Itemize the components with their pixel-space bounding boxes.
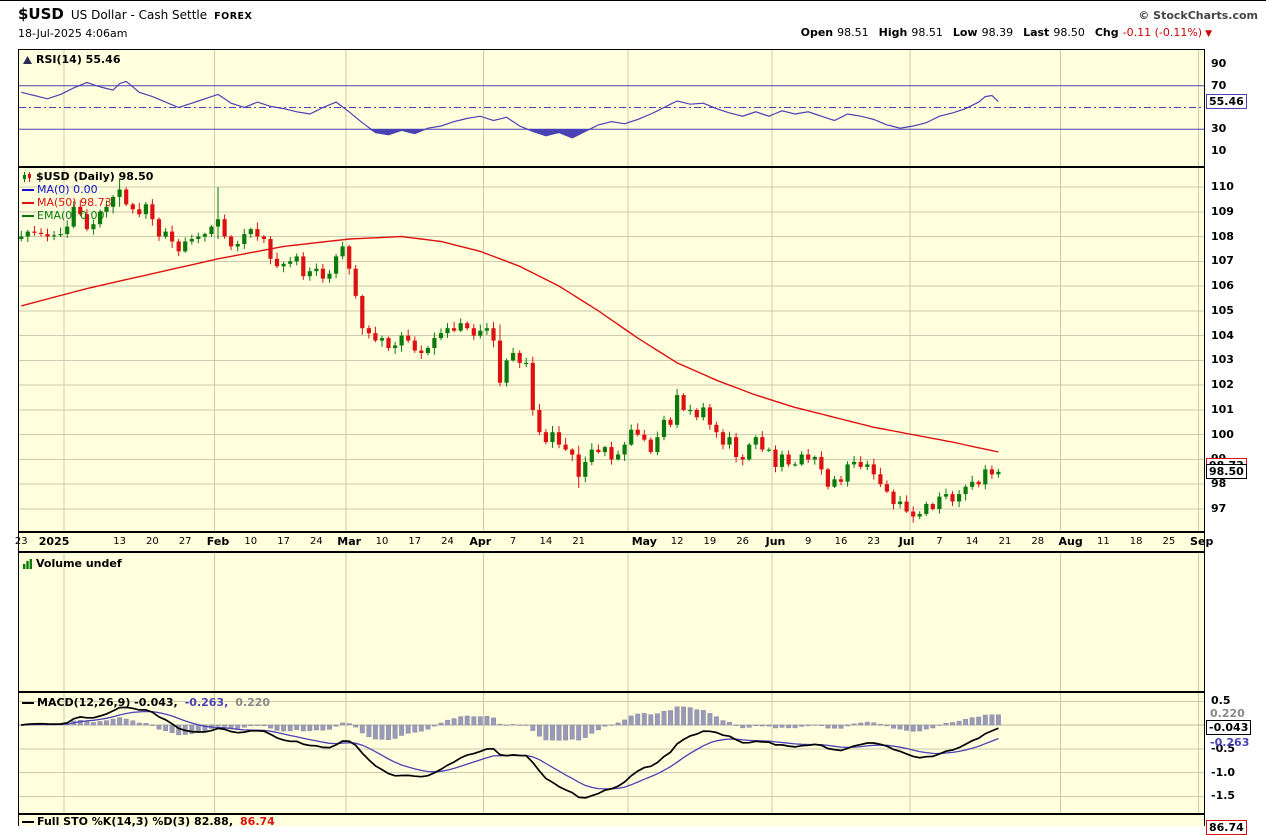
ema-line-icon xyxy=(22,214,34,217)
rsi-axis-tick: 70 xyxy=(1211,79,1227,92)
quote-last-value: 98.50 xyxy=(1053,26,1085,39)
ma50-line-icon xyxy=(22,201,34,204)
macd-signal-legend-value: -0.263, xyxy=(184,696,229,709)
symbol-description: US Dollar - Cash Settle xyxy=(70,8,208,22)
ma0-legend-label: MA(0) 0.00 xyxy=(37,183,98,196)
macd-legend: MACD(12,26,9) -0.043, -0.263, 0.220 xyxy=(22,696,270,709)
ma0-line-icon xyxy=(22,188,34,191)
macd-hist-legend-value: 0.220 xyxy=(235,696,271,709)
macd-legend-label: MACD(12,26,9) -0.043, xyxy=(37,696,178,709)
sto-current-value-box: 86.74 xyxy=(1206,820,1247,835)
price-axis-tick: 101 xyxy=(1211,403,1234,416)
quote-chg-value: -0.11 (-0.11%) xyxy=(1122,26,1203,39)
price-axis-tick: 105 xyxy=(1211,304,1234,317)
price-axis-tick: 98 xyxy=(1211,477,1227,490)
price-axis-tick: 104 xyxy=(1211,329,1234,342)
price-axis-tick: 109 xyxy=(1211,205,1234,218)
rsi-legend-label: RSI(14) 55.46 xyxy=(36,53,121,66)
rsi-panel xyxy=(18,49,1205,167)
volume-panel xyxy=(18,552,1205,692)
quote-last-label: Last xyxy=(1023,26,1050,39)
rsi-legend: RSI(14) 55.46 xyxy=(22,53,120,66)
date-axis xyxy=(18,532,1205,552)
quote-high-label: High xyxy=(878,26,908,39)
quote-high-value: 98.51 xyxy=(911,26,943,39)
price-legend-label: $USD (Daily) 98.50 xyxy=(36,170,154,183)
rsi-axis-tick: 10 xyxy=(1211,144,1227,157)
symbol: $USD xyxy=(18,5,64,23)
sto-legend-label: Full STO %K(14,3) %D(3) 82.88, xyxy=(37,815,234,828)
price-current-value-box: 98.50 xyxy=(1206,464,1247,479)
rsi-current-value-box: 55.46 xyxy=(1206,94,1247,109)
sto-d-legend-value: 86.74 xyxy=(240,815,275,828)
rsi-axis-tick: 90 xyxy=(1211,57,1227,70)
macd-signal-axis-value: -0.263 xyxy=(1210,736,1250,749)
volume-legend-label: Volume undef xyxy=(36,557,122,570)
quote-low-label: Low xyxy=(952,26,978,39)
macd-line-icon xyxy=(22,701,34,704)
volume-bars-icon xyxy=(23,559,32,569)
sto-panel xyxy=(18,814,1205,826)
price-legend: $USD (Daily) 98.50 MA(0) 0.00 MA(50) 98.… xyxy=(22,170,153,222)
price-axis-tick: 108 xyxy=(1211,230,1234,243)
macd-axis-tick: -1.0 xyxy=(1211,766,1236,779)
rsi-indicator-icon xyxy=(23,56,32,64)
candlestick-icon xyxy=(23,171,31,182)
sto-legend: Full STO %K(14,3) %D(3) 82.88, 86.74 xyxy=(22,815,275,828)
ma50-legend-label: MA(50) 98.73 xyxy=(37,196,112,209)
price-axis-tick: 110 xyxy=(1211,180,1234,193)
price-axis-tick: 100 xyxy=(1211,428,1234,441)
chart-datetime: 18-Jul-2025 4:06am xyxy=(18,27,128,40)
chart-header: $USD US Dollar - Cash Settle FOREX xyxy=(18,5,252,23)
quote-open-label: Open xyxy=(800,26,834,39)
price-axis-tick: 103 xyxy=(1211,353,1234,366)
price-axis-tick: 102 xyxy=(1211,378,1234,391)
quote-low-value: 98.39 xyxy=(981,26,1014,39)
exchange-label: FOREX xyxy=(214,11,253,22)
quote-line: Open 98.51 High 98.51 Low 98.39 Last 98.… xyxy=(791,26,1212,39)
macd-axis-tick: -1.5 xyxy=(1211,789,1236,802)
macd-hist-axis-value: 0.220 xyxy=(1210,707,1245,720)
price-axis-tick: 97 xyxy=(1211,502,1227,515)
sto-line-icon xyxy=(22,820,34,823)
price-axis-tick: 107 xyxy=(1211,254,1234,267)
change-down-arrow-icon: ▼ xyxy=(1205,29,1212,39)
volume-legend: Volume undef xyxy=(22,557,122,570)
price-axis-tick: 106 xyxy=(1211,279,1234,292)
copyright: © StockCharts.com xyxy=(1138,9,1258,22)
macd-axis-tick: 0.5 xyxy=(1211,694,1231,707)
rsi-axis-tick: 30 xyxy=(1211,122,1227,135)
ema-legend-label: EMA(0) 0.00 xyxy=(37,209,105,222)
macd-panel xyxy=(18,692,1205,814)
quote-chg-label: Chg xyxy=(1094,26,1119,39)
macd-current-value-box: -0.043 xyxy=(1206,720,1252,735)
quote-open-value: 98.51 xyxy=(837,26,869,39)
price-panel xyxy=(18,167,1205,532)
